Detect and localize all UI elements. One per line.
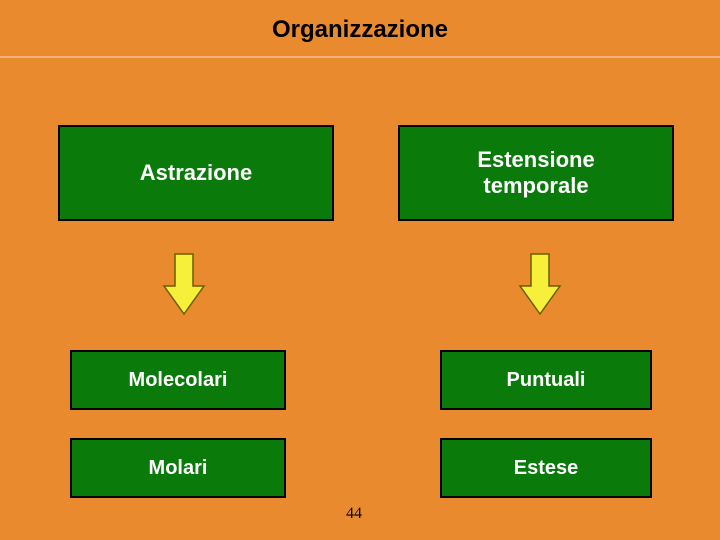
slide: Organizzazione Astrazione Estensionetemp…: [0, 0, 720, 540]
box-molari-label: Molari: [149, 456, 208, 480]
box-estensione-temporale: Estensionetemporale: [398, 125, 674, 221]
title-divider: [0, 56, 720, 58]
box-estensione-temporale-label: Estensionetemporale: [477, 147, 594, 200]
slide-title: Organizzazione: [0, 16, 720, 44]
box-estese: Estese: [440, 438, 652, 498]
arrow-down-right: [516, 252, 564, 316]
box-molecolari: Molecolari: [70, 350, 286, 410]
box-estese-label: Estese: [514, 456, 579, 480]
box-astrazione-label: Astrazione: [140, 160, 252, 186]
box-molari: Molari: [70, 438, 286, 498]
box-astrazione: Astrazione: [58, 125, 334, 221]
box-puntuali: Puntuali: [440, 350, 652, 410]
box-puntuali-label: Puntuali: [507, 368, 586, 392]
page-number: 44: [346, 505, 362, 523]
box-molecolari-label: Molecolari: [129, 368, 228, 392]
arrow-down-left: [160, 252, 208, 316]
